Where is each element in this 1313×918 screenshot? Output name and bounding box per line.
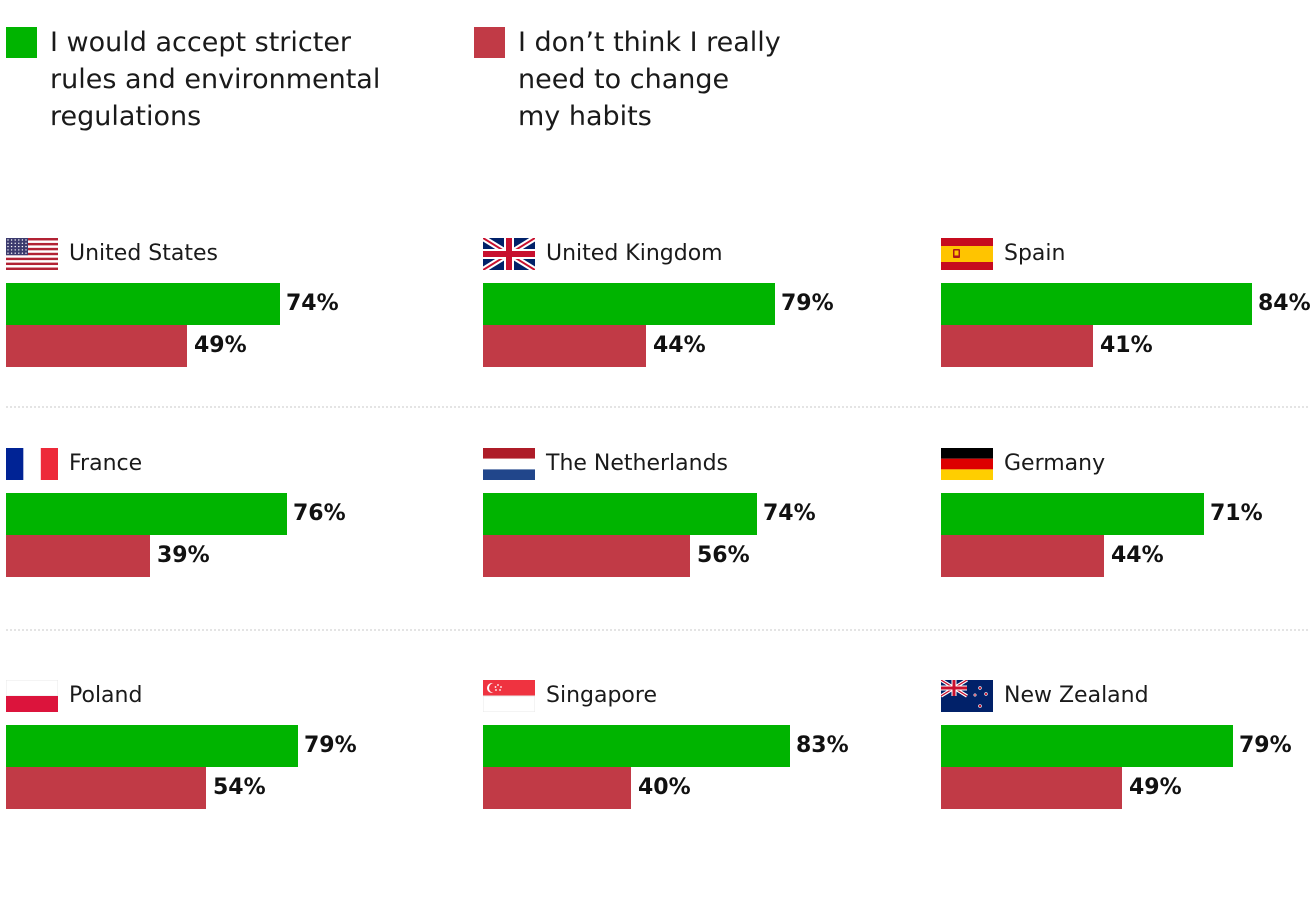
bar-accept	[941, 725, 1233, 767]
country-panel: Singapore 83% 40%	[483, 678, 855, 828]
es-flag-icon	[941, 238, 993, 270]
bar-no-change	[483, 325, 646, 367]
bar-accept	[6, 283, 280, 325]
country-panel: The Netherlands 74% 56%	[483, 446, 855, 596]
value-label-no-change: 40%	[638, 775, 691, 800]
bar-no-change	[941, 767, 1122, 809]
country-panel: United Kingdom 79% 44%	[483, 236, 855, 386]
bar-accept	[483, 283, 775, 325]
bar-accept	[483, 493, 757, 535]
value-label-accept: 76%	[293, 501, 346, 526]
legend-swatch-accept	[6, 27, 37, 58]
country-panel: United States 74% 49%	[6, 236, 378, 386]
country-label: United States	[69, 241, 218, 266]
value-label-no-change: 56%	[697, 543, 750, 568]
bar-accept	[941, 493, 1204, 535]
value-label-accept: 84%	[1258, 291, 1311, 316]
value-label-accept: 79%	[1239, 733, 1292, 758]
value-label-accept: 79%	[781, 291, 834, 316]
bar-accept	[483, 725, 790, 767]
country-panel: Germany 71% 44%	[941, 446, 1313, 596]
country-label: Spain	[1004, 241, 1066, 266]
country-label: New Zealand	[1004, 683, 1149, 708]
value-label-no-change: 41%	[1100, 333, 1153, 358]
bar-accept	[6, 493, 287, 535]
value-label-no-change: 49%	[194, 333, 247, 358]
legend-label-accept: I would accept stricter rules and enviro…	[50, 27, 381, 132]
country-panel: Spain 84% 41%	[941, 236, 1313, 386]
de-flag-icon	[941, 448, 993, 480]
value-label-accept: 74%	[763, 501, 816, 526]
uk-flag-icon	[483, 238, 535, 270]
bar-no-change	[6, 535, 150, 577]
country-label: The Netherlands	[546, 451, 729, 476]
nz-flag-icon	[941, 680, 993, 712]
country-panel: France 76% 39%	[6, 446, 378, 596]
value-label-accept: 74%	[286, 291, 339, 316]
row-divider	[6, 629, 1308, 631]
sg-flag-icon	[483, 680, 535, 712]
bar-no-change	[6, 767, 206, 809]
bar-no-change	[941, 325, 1093, 367]
legend-item-no-change: I don’t think I really need to change my…	[474, 24, 781, 135]
value-label-accept: 83%	[796, 733, 849, 758]
bar-no-change	[483, 767, 631, 809]
country-label: Singapore	[546, 683, 657, 708]
value-label-no-change: 49%	[1129, 775, 1182, 800]
fr-flag-icon	[6, 448, 58, 480]
value-label-no-change: 44%	[1111, 543, 1164, 568]
bar-accept	[941, 283, 1252, 325]
country-panel: Poland 79% 54%	[6, 678, 378, 828]
bar-no-change	[941, 535, 1104, 577]
country-label: Poland	[69, 683, 143, 708]
country-label: Germany	[1004, 451, 1106, 476]
bar-no-change	[6, 325, 187, 367]
bar-accept	[6, 725, 298, 767]
us-flag-icon	[6, 238, 58, 270]
value-label-no-change: 44%	[653, 333, 706, 358]
legend-item-accept: I would accept stricter rules and enviro…	[6, 24, 380, 135]
row-divider	[6, 406, 1308, 408]
country-label: France	[69, 451, 143, 476]
country-label: United Kingdom	[546, 241, 723, 266]
bar-no-change	[483, 535, 690, 577]
value-label-no-change: 39%	[157, 543, 210, 568]
country-panel: New Zealand 79% 49%	[941, 678, 1313, 828]
value-label-accept: 71%	[1210, 501, 1263, 526]
value-label-accept: 79%	[304, 733, 357, 758]
legend-swatch-no-change	[474, 27, 505, 58]
legend-label-no-change: I don’t think I really need to change my…	[518, 27, 781, 132]
pl-flag-icon	[6, 680, 58, 712]
nl-flag-icon	[483, 448, 535, 480]
value-label-no-change: 54%	[213, 775, 266, 800]
